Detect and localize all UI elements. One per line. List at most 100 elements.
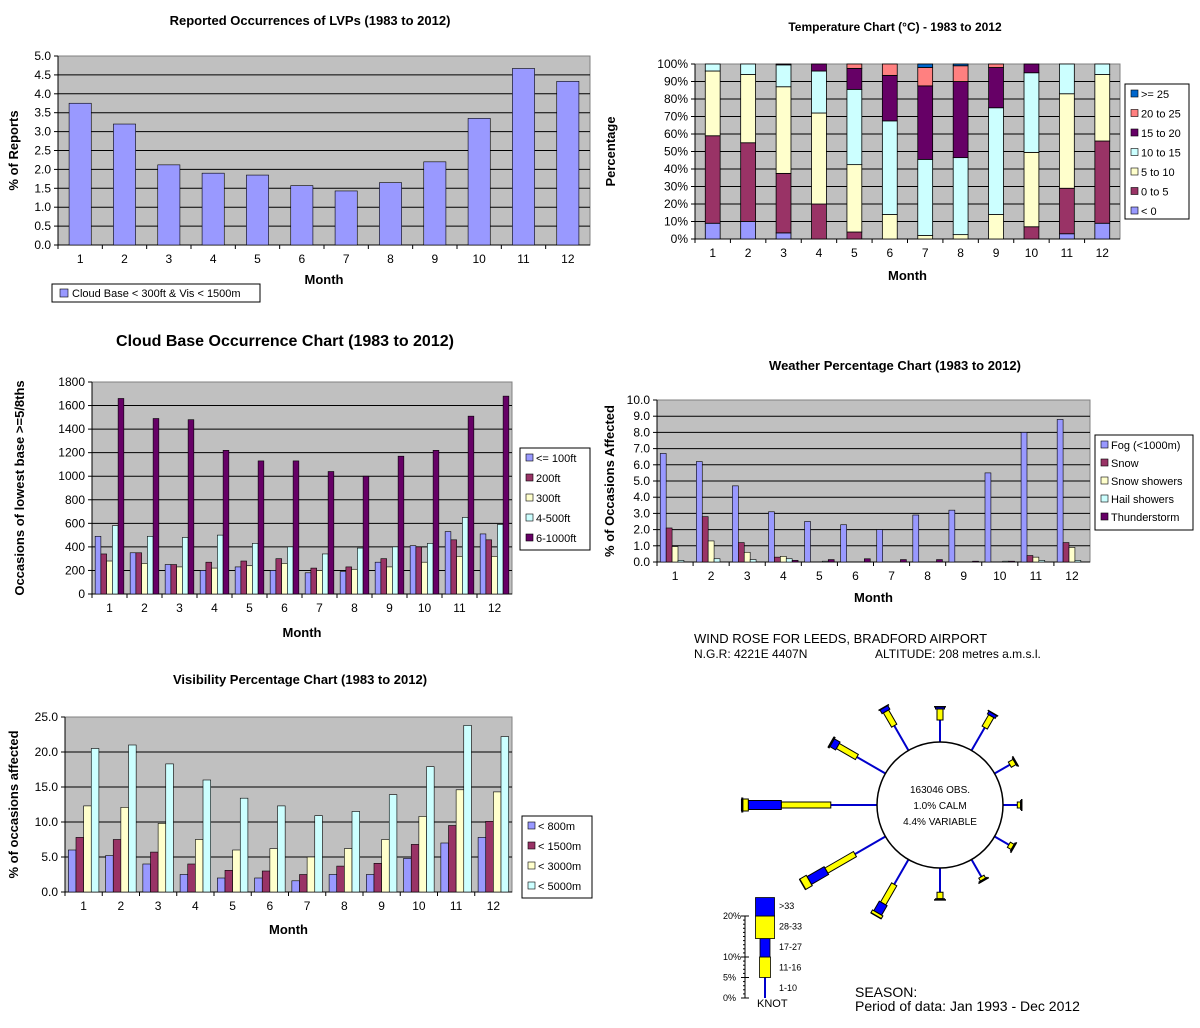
legend-label: Thunderstorm — [1111, 512, 1179, 524]
rose-center-text: 1.0% CALM — [913, 801, 966, 812]
x-tick-label: 5 — [254, 252, 261, 266]
bar-segment — [917, 158, 934, 236]
wind-rose-title: WIND ROSE FOR LEEDS, BRADFORD AIRPORT — [694, 631, 988, 646]
bar — [373, 863, 382, 893]
bar — [467, 415, 475, 595]
bar — [68, 102, 92, 246]
bar — [269, 848, 278, 893]
wind-rose-altitude: ALTITUDE: 208 metres a.m.s.l. — [875, 647, 1041, 661]
x-tick-label: 7 — [343, 252, 350, 266]
bar — [822, 560, 829, 563]
bar — [170, 564, 177, 595]
x-tick-label: 7 — [922, 246, 929, 260]
visibility-chart-panel: Visibility Percentage Chart (1983 to 201… — [0, 660, 600, 950]
bar-segment — [740, 221, 756, 240]
y-tick-label: 2.0 — [633, 523, 650, 537]
bar-segment — [881, 120, 898, 215]
bar — [381, 839, 390, 893]
y-tick-label: 6.0 — [633, 458, 650, 472]
bar — [455, 789, 465, 893]
bar — [106, 560, 113, 595]
key-speed-label: 28-33 — [779, 921, 802, 931]
x-tick-label: 12 — [1096, 246, 1110, 260]
x-axis-label: Month — [283, 625, 322, 640]
y-tick-label: 10.0 — [35, 815, 59, 829]
bar — [199, 570, 207, 595]
lvp-chart-panel: Reported Occurrences of LVPs (1983 to 20… — [0, 0, 600, 310]
y-tick-label: 0 — [78, 587, 85, 601]
key-segment — [764, 977, 766, 998]
bar — [948, 509, 956, 563]
bar — [380, 558, 387, 595]
x-tick-label: 6 — [281, 601, 288, 615]
y-tick-label: 0.5 — [34, 219, 51, 233]
bar — [448, 825, 457, 893]
bar — [432, 450, 440, 595]
bar — [157, 823, 167, 893]
rose-spoke — [994, 835, 1010, 846]
bar — [75, 837, 84, 893]
y-tick-label: 10% — [664, 215, 688, 229]
rose-spoke — [893, 859, 910, 885]
bar — [129, 552, 137, 595]
x-tick-label: 3 — [155, 899, 162, 913]
x-tick-label: 4 — [211, 601, 218, 615]
bar — [665, 527, 673, 563]
x-tick-label: 1 — [80, 899, 87, 913]
legend-swatch — [1130, 167, 1139, 176]
rose-cap — [878, 703, 890, 712]
y-tick-label: 15.0 — [35, 780, 59, 794]
bar — [707, 540, 715, 563]
bar — [984, 472, 992, 563]
bar-segment — [952, 65, 969, 82]
bar-segment — [952, 157, 969, 236]
rose-spoke — [970, 859, 983, 878]
x-tick-label: 12 — [488, 601, 502, 615]
legend-label: Snow showers — [1111, 476, 1183, 488]
x-tick-label: 1 — [77, 252, 84, 266]
legend-label: < 3000m — [538, 861, 581, 873]
x-tick-label: 11 — [453, 601, 466, 615]
bar — [556, 81, 580, 246]
x-tick-label: 12 — [1065, 569, 1079, 583]
rose-segment — [742, 798, 749, 812]
y-tick-label: 200 — [65, 563, 85, 577]
bar-segment — [1059, 187, 1075, 235]
bar — [142, 863, 151, 893]
bar-segment — [775, 86, 792, 174]
y-tick-label: 30% — [664, 180, 688, 194]
bar — [804, 521, 811, 563]
bar — [157, 164, 181, 246]
legend-label: 20 to 25 — [1141, 109, 1181, 121]
y-tick-label: 5.0 — [34, 49, 51, 63]
bar-segment — [881, 63, 898, 76]
x-tick-label: 5 — [229, 899, 236, 913]
y-axis-label: % of occasions affected — [6, 730, 21, 878]
x-tick-label: 2 — [121, 252, 128, 266]
bar-segment — [1059, 233, 1075, 240]
bar — [141, 563, 148, 595]
legend-label: <= 100ft — [536, 453, 576, 465]
legend-swatch — [527, 861, 536, 870]
bar — [351, 568, 358, 595]
bar — [316, 570, 323, 595]
y-tick-label: 0% — [671, 232, 689, 246]
y-tick-label: 4.0 — [633, 490, 650, 504]
rose-spoke — [893, 725, 910, 751]
rose-center-text: 4.4% VARIABLE — [903, 817, 977, 828]
bar — [187, 419, 195, 595]
bar-segment — [1094, 63, 1111, 75]
x-tick-label: 10 — [472, 252, 486, 266]
legend-swatch — [1100, 440, 1109, 449]
x-tick-label: 9 — [386, 601, 393, 615]
bar — [179, 874, 189, 893]
bar — [205, 561, 212, 595]
legend-swatch — [1130, 206, 1139, 215]
rose-cap — [870, 912, 882, 920]
bar-segment — [881, 74, 898, 122]
season-block: SEASON: Period of data: Jan 1993 - Dec 2… — [855, 985, 1080, 1013]
bar — [165, 763, 174, 893]
rose-spoke — [970, 727, 986, 751]
rose-spoke — [856, 756, 886, 775]
key-segment — [759, 938, 771, 958]
